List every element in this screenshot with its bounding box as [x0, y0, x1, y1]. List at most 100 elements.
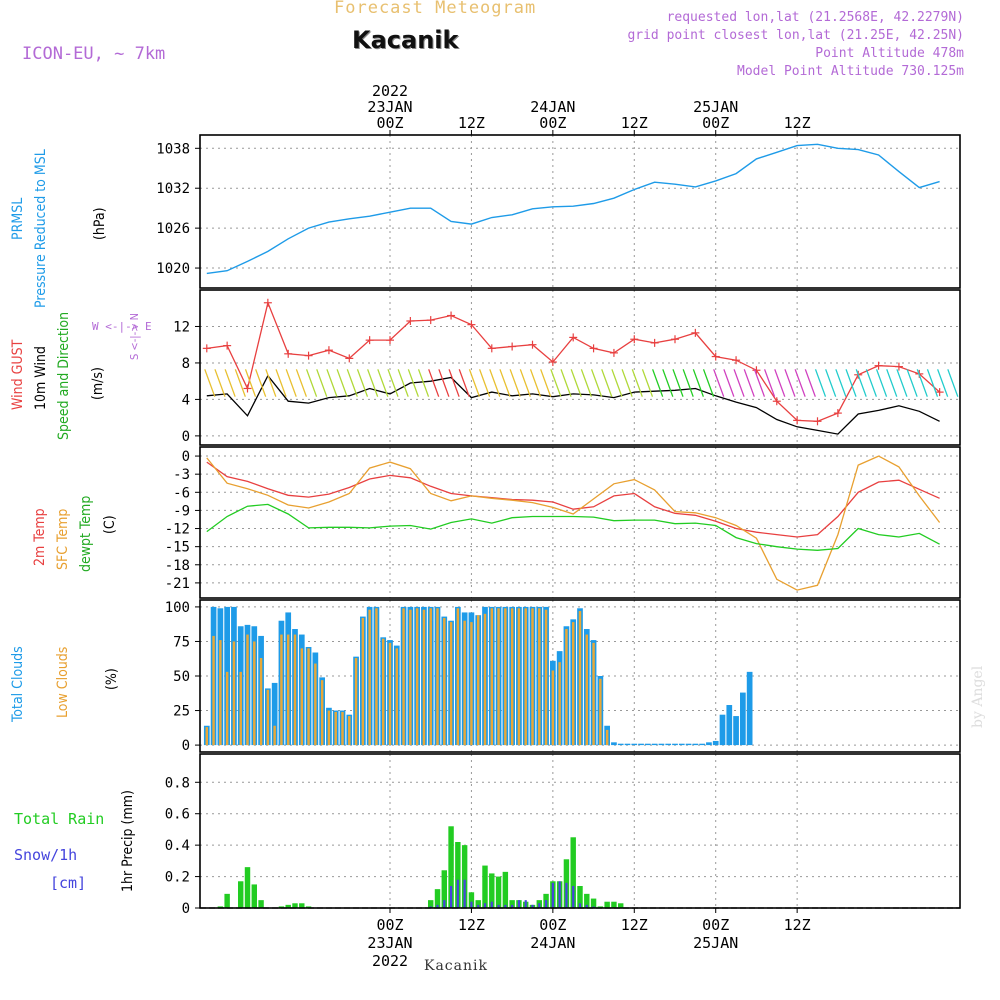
ytick-label: 1020 — [156, 261, 190, 277]
low-cloud-bar — [436, 608, 439, 746]
low-cloud-bar — [314, 663, 317, 746]
wind-arrow — [896, 369, 908, 397]
rain-bar — [570, 837, 576, 908]
low-cloud-bar — [551, 670, 555, 746]
time-label-top: 12Z — [784, 114, 811, 132]
low-cloud-bar — [232, 641, 236, 746]
ytick-label: 8 — [182, 356, 190, 372]
snow-bar — [531, 904, 534, 908]
time-label-bottom: 12Z — [784, 916, 811, 934]
low-cloud-bar — [259, 658, 263, 746]
time-label-bottom: 12Z — [458, 916, 485, 934]
info-line-model-altitude: Model Point Altitude 730.125m — [737, 64, 964, 79]
wind-arrow — [682, 369, 694, 397]
ytick-label: 100 — [165, 600, 190, 616]
rain-bar — [461, 845, 468, 908]
low-cloud-bar — [286, 634, 290, 746]
low-cloud-bar — [585, 634, 589, 746]
wind-arrow — [926, 369, 939, 397]
wind-arrow — [519, 369, 531, 397]
wind-arrow — [356, 369, 369, 397]
ytick-label: 0.4 — [165, 838, 190, 854]
time-label-top: 00Z — [376, 114, 403, 132]
total-cloud-bar — [692, 743, 699, 746]
ytick-label: -18 — [165, 558, 190, 574]
low-cloud-bar — [605, 729, 609, 746]
wind-arrow — [550, 369, 562, 397]
low-cloud-bar — [219, 640, 222, 746]
wind-arrow — [560, 369, 572, 397]
low-cloud-bar — [409, 609, 412, 746]
rain-bar — [489, 873, 495, 908]
wind-arrow — [529, 369, 542, 397]
wind-arrow — [316, 369, 328, 397]
snow-bar — [497, 904, 500, 908]
wind-arrow — [509, 369, 521, 397]
ytick-label: 1038 — [156, 141, 190, 157]
wind-arrow — [702, 369, 715, 397]
total-cloud-bar — [631, 743, 638, 746]
total-cloud-bar — [740, 692, 746, 746]
ytick-label: 0 — [182, 429, 190, 445]
wind-arrow — [763, 369, 776, 397]
prmsl-line — [206, 143, 940, 275]
wind-arrow — [448, 369, 460, 397]
ytick-label: 0.2 — [165, 870, 190, 886]
time-label-top: 12Z — [621, 114, 648, 132]
low-cloud-bar — [212, 635, 215, 746]
wind-arrow — [672, 369, 684, 397]
wind-arrow — [255, 369, 267, 397]
wind-arrow — [305, 369, 318, 397]
time-label-top: 12Z — [458, 114, 485, 132]
wind-arrow — [662, 369, 674, 397]
snow-bar — [565, 882, 568, 908]
low-cloud-bar — [327, 710, 331, 746]
wind-arrow — [397, 369, 409, 397]
ytick-label: -3 — [173, 467, 190, 483]
time-label-bottom: 25JAN — [693, 934, 738, 952]
wind-arrow — [916, 369, 928, 397]
low-cloud-bar — [565, 629, 568, 746]
gust-line — [206, 300, 941, 422]
ytick-label: 50 — [173, 669, 190, 685]
rain-bar — [434, 889, 441, 908]
wind-arrow — [723, 369, 735, 397]
wind-arrow — [570, 369, 582, 397]
low-cloud-bar — [225, 671, 229, 746]
wind-arrow — [713, 369, 725, 397]
wind-arrow — [478, 369, 491, 397]
wind-arrow — [733, 369, 745, 397]
time-label-bottom: 12Z — [621, 916, 648, 934]
snow-bar — [443, 900, 446, 908]
info-line-requested: requested lon,lat (21.2568E, 42.2279N) — [666, 10, 964, 25]
rain-bar — [482, 865, 488, 908]
wind-arrow — [865, 369, 878, 397]
wind-arrow — [244, 369, 257, 397]
location-title: Kacanik — [352, 26, 459, 54]
rain-bar — [468, 892, 475, 908]
low-cloud-bar — [320, 680, 324, 746]
wind-arrow — [336, 369, 348, 397]
wind-arrow — [377, 369, 389, 397]
wind-arrow — [845, 369, 857, 397]
ytick-label: 75 — [173, 634, 190, 650]
snow-bar — [436, 904, 439, 908]
low-cloud-bar — [517, 608, 521, 746]
wind-arrow — [540, 369, 552, 397]
snow-bar — [585, 904, 588, 908]
total-cloud-bar — [712, 740, 719, 746]
snow-bar — [470, 901, 473, 908]
ytick-label: 0.8 — [165, 775, 190, 791]
total-cloud-bar — [638, 743, 644, 746]
total-cloud-bar — [726, 705, 733, 746]
t2m-line — [206, 461, 940, 538]
low-cloud-bar — [490, 608, 494, 746]
total-cloud-bar — [678, 743, 685, 746]
panel-frame-wind — [199, 289, 961, 446]
legend-snow: Snow/1h — [14, 846, 78, 864]
wind-arrow — [611, 369, 623, 397]
rain-bar — [475, 900, 481, 908]
wind-arrow — [804, 369, 816, 397]
ytick-label: -21 — [165, 576, 190, 592]
low-cloud-bar — [456, 608, 460, 746]
